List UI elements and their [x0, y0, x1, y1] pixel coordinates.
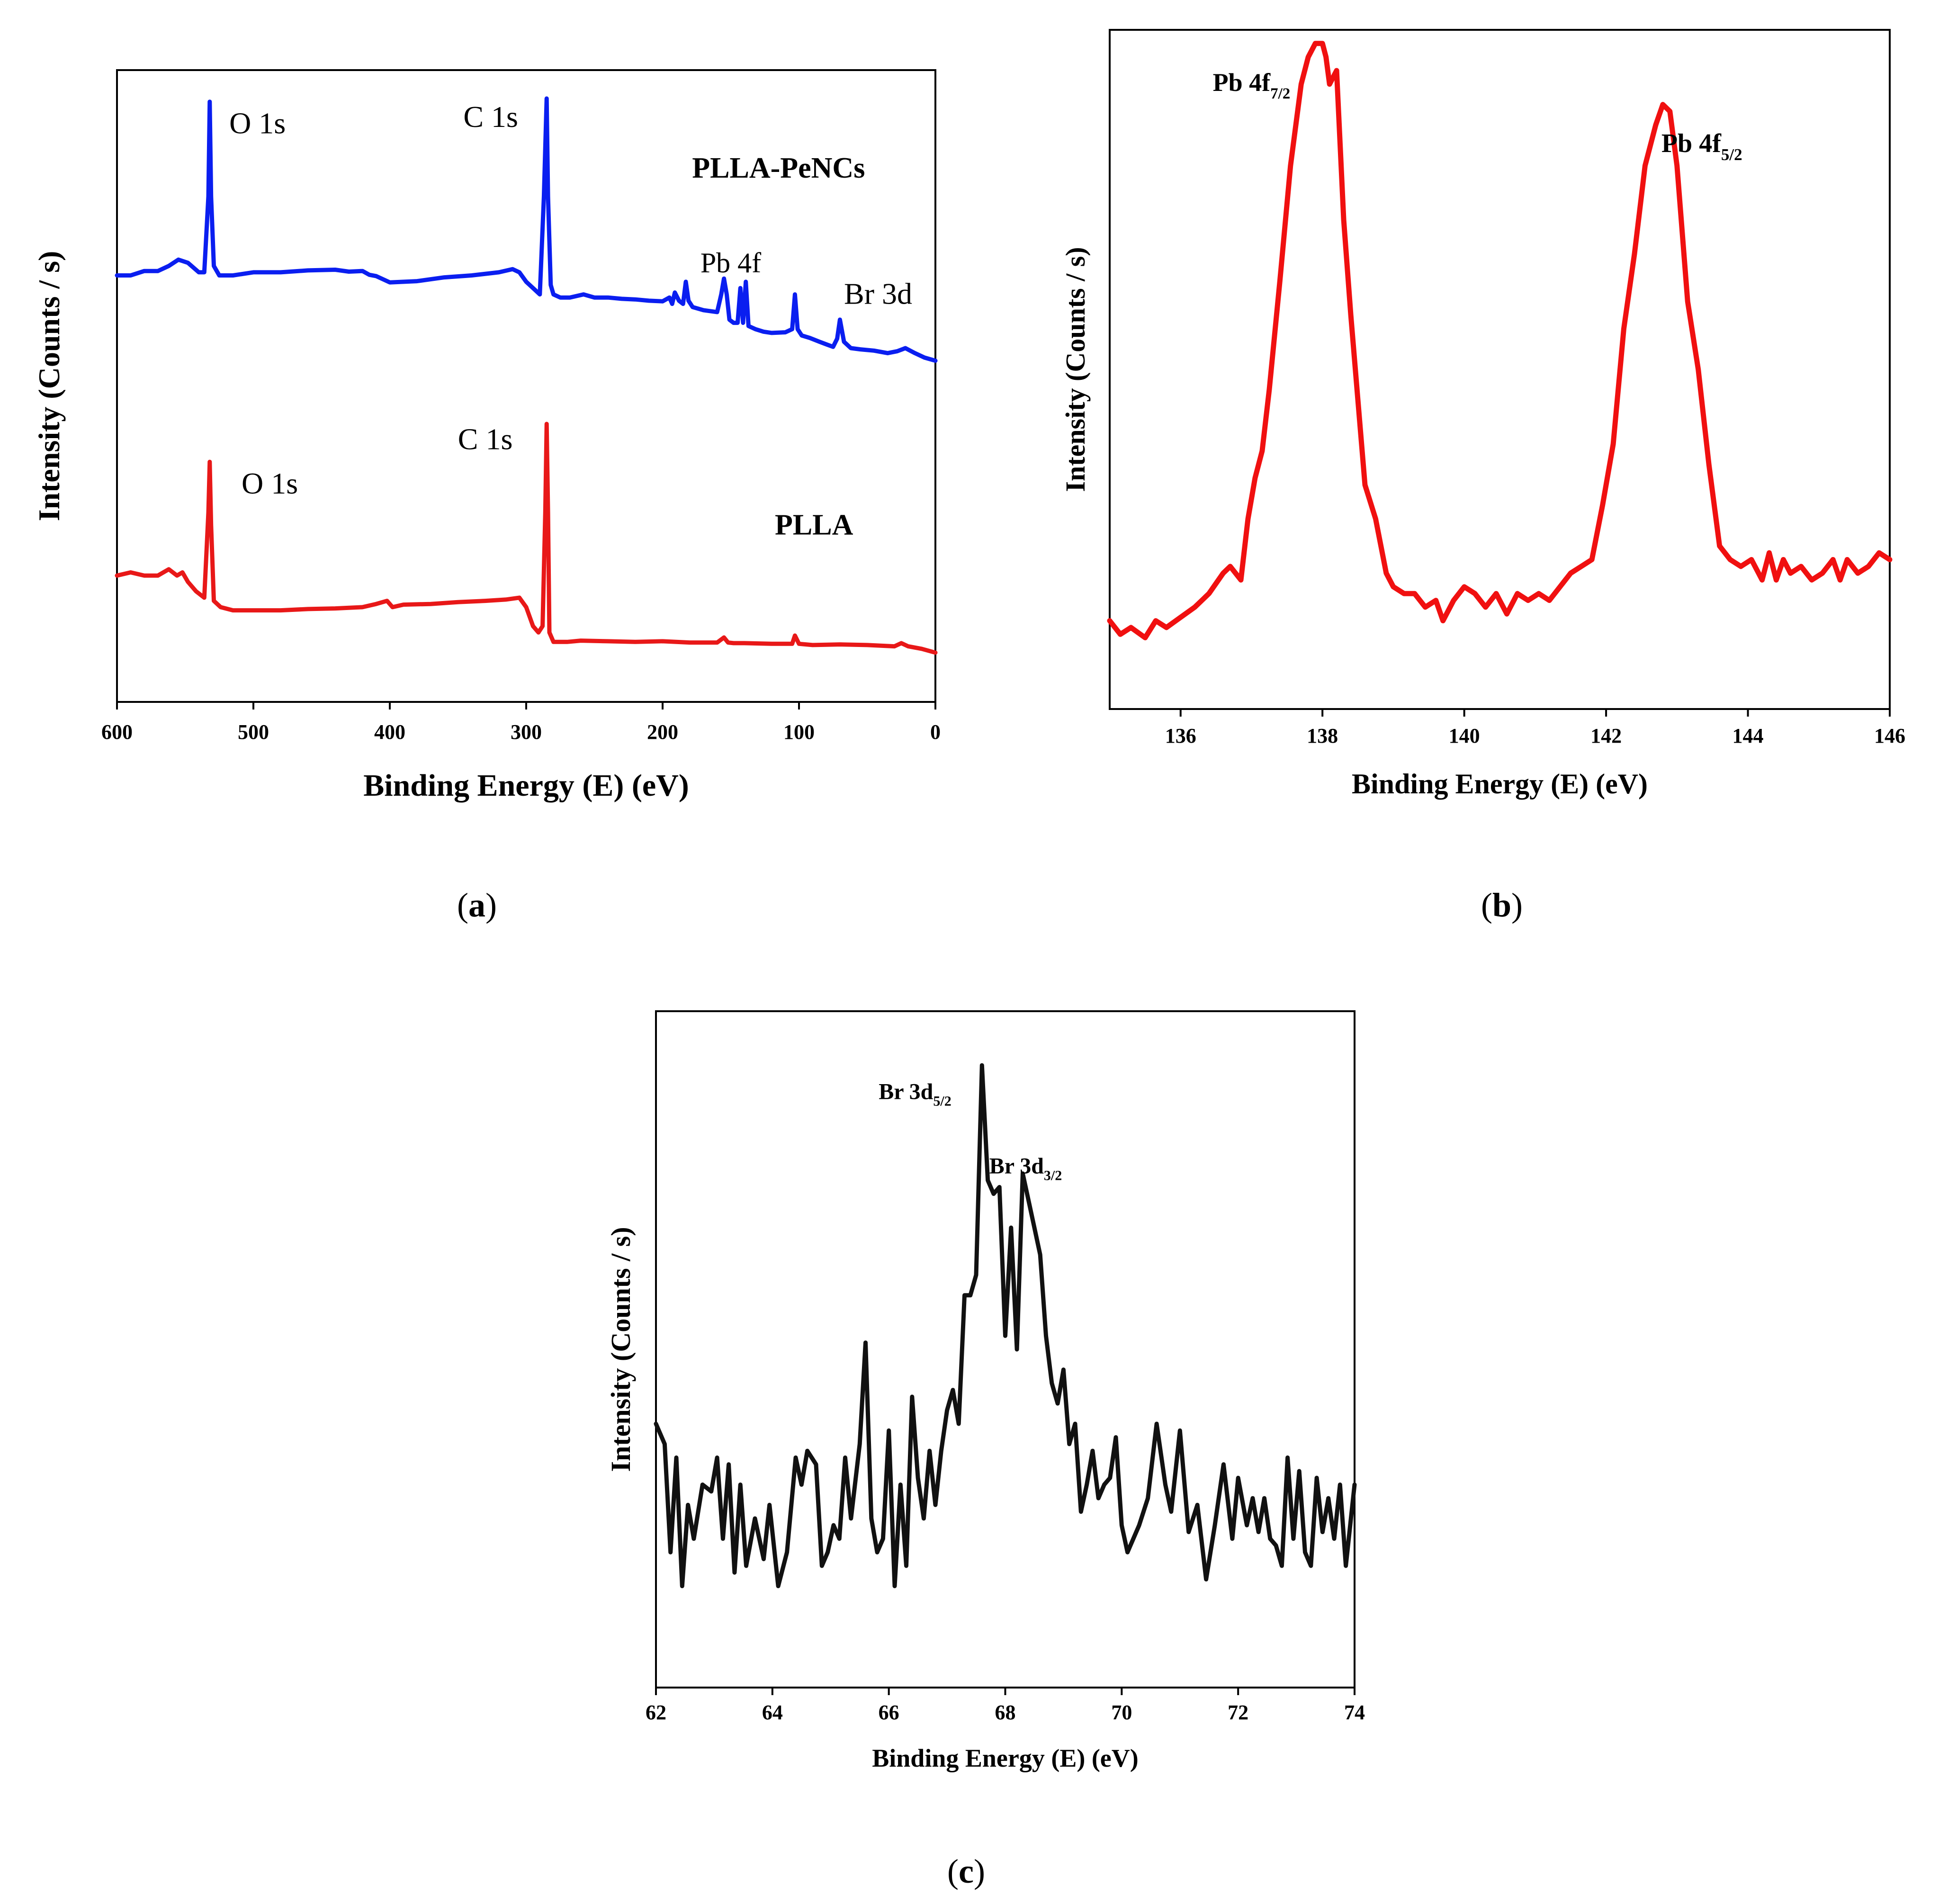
x-tick-label: 600 — [101, 720, 133, 744]
annotation-text: PLLA-PeNCs — [692, 152, 865, 184]
annotation-text: C 1s — [458, 422, 513, 456]
annotation-text: O 1s — [229, 106, 286, 140]
y-axis-label: Intensity (Counts / s) — [605, 1227, 636, 1472]
annotation-subscript: 7/2 — [1270, 85, 1290, 102]
x-tick-label: 74 — [1344, 1701, 1365, 1724]
x-axis-label: Binding Energy (E) (eV) — [363, 768, 689, 803]
annotation-subscript: 3/2 — [1044, 1168, 1062, 1184]
plot-frame — [655, 1010, 1356, 1688]
annotation-label: Pb 4f7/2 — [1213, 68, 1291, 102]
x-axis-label: Binding Energy (E) (eV) — [872, 1744, 1139, 1772]
x-tick-label: 64 — [762, 1701, 783, 1724]
annotation-label: PLLA-PeNCs — [692, 152, 865, 184]
annotation-label: PLLA — [775, 509, 853, 541]
x-tick-label: 68 — [995, 1701, 1016, 1724]
x-tick-label: 144 — [1733, 724, 1764, 747]
x-tick-label: 66 — [879, 1701, 899, 1724]
panel-a-open: ( — [457, 886, 468, 924]
panel-c-close: ) — [973, 1852, 985, 1890]
chart-b-pb4f-spectrum: 136 138 140 142 144 146 Binding Energy (E) (eV… — [1060, 29, 1905, 799]
panel-b-letter: b — [1492, 886, 1512, 924]
annotation-text: Pb 4f — [1661, 129, 1722, 158]
panel-label-a: (a) — [457, 886, 497, 925]
x-tick-label: 400 — [374, 720, 405, 744]
annotation-text: Br 3d — [989, 1154, 1044, 1179]
panel-c-letter: c — [958, 1852, 974, 1890]
x-axis-label: Binding Energy (E) (eV) — [1352, 768, 1648, 799]
panel-b-close: ) — [1511, 886, 1523, 924]
y-axis-label: Intensity (Counts / s) — [1060, 247, 1091, 492]
panel-c-open: ( — [947, 1852, 959, 1890]
annotation-label: C 1s — [463, 100, 518, 134]
annotation-label: C 1s — [458, 422, 513, 456]
annotation-label: O 1s — [229, 106, 286, 140]
annotation-label: Pb 4f5/2 — [1661, 129, 1742, 164]
plot-frame — [1109, 29, 1891, 710]
x-tick-label: 0 — [930, 720, 941, 744]
x-tick-label: 140 — [1449, 724, 1480, 747]
x-tick-label: 200 — [647, 720, 678, 744]
annotation-label: O 1s — [242, 467, 298, 500]
annotation-label: Br 3d5/2 — [879, 1079, 952, 1109]
series-line-plla — [115, 422, 938, 655]
annotation-text: Pb 4f — [700, 247, 761, 278]
chart-c-br3d-spectrum: 62 64 66 68 70 72 74 Binding Energy (E) (eV) Int… — [605, 1010, 1365, 1772]
annotation-label: Br 3d3/2 — [989, 1154, 1062, 1184]
annotation-subscript: 5/2 — [933, 1094, 951, 1109]
series-line-plla-pencs — [115, 96, 938, 363]
x-tick-label: 70 — [1111, 1701, 1132, 1724]
x-tick-label: 146 — [1874, 724, 1905, 747]
x-tick-label: 300 — [511, 720, 542, 744]
panel-label-b: (b) — [1481, 886, 1523, 925]
x-tick-label: 500 — [238, 720, 269, 744]
annotation-subscript: 5/2 — [1721, 145, 1742, 164]
x-tick-label: 62 — [646, 1701, 666, 1724]
annotation-text: Pb 4f — [1213, 68, 1271, 97]
annotation-label: Br 3d — [844, 277, 912, 311]
panel-a-letter: a — [468, 886, 485, 924]
panel-a-close: ) — [485, 886, 497, 924]
x-tick-label: 72 — [1228, 1701, 1248, 1724]
annotation-label: Pb 4f — [700, 247, 761, 278]
x-tick-label: 136 — [1165, 724, 1196, 747]
annotation-text: O 1s — [242, 467, 298, 500]
x-tick-label: 138 — [1307, 724, 1338, 747]
annotation-text: C 1s — [463, 100, 518, 134]
series-line-pb-4f — [1107, 41, 1893, 640]
annotation-text: Br 3d — [879, 1079, 933, 1105]
series-line-br-3d — [654, 1063, 1357, 1589]
x-tick-label: 142 — [1590, 724, 1622, 747]
panel-b-open: ( — [1481, 886, 1492, 924]
chart-a-survey-spectrum: 600 500 400 300 200 100 0 Binding Energy (E) (e… — [32, 69, 941, 803]
annotation-text: Br 3d — [844, 277, 912, 311]
panel-label-c: (c) — [947, 1852, 985, 1891]
annotation-text: PLLA — [775, 509, 853, 541]
y-axis-label: Intensity (Counts / s) — [32, 251, 66, 521]
x-tick-label: 100 — [783, 720, 815, 744]
